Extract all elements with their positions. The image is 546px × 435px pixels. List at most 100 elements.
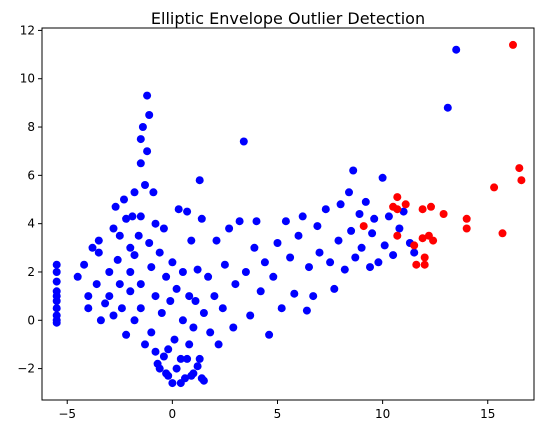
inlier-point-135 — [374, 258, 383, 267]
inlier-point-34 — [126, 287, 135, 296]
inlier-point-140 — [395, 224, 404, 233]
inlier-point-100 — [246, 311, 255, 320]
inlier-point-112 — [294, 231, 303, 240]
inlier-point-84 — [197, 214, 206, 223]
inlier-point-51 — [145, 239, 154, 247]
inlier-point-41 — [136, 159, 145, 168]
inlier-point-19 — [101, 299, 110, 308]
inlier-point-37 — [130, 316, 139, 325]
inlier-point-123 — [336, 200, 345, 209]
inlier-point-91 — [214, 340, 223, 349]
inlier-point-106 — [269, 272, 278, 281]
inlier-point-13 — [84, 304, 93, 313]
inlier-point-109 — [281, 217, 290, 226]
inlier-point-23 — [109, 311, 118, 320]
inlier-point-97 — [235, 217, 244, 226]
inlier-point-125 — [345, 188, 353, 197]
inlier-point-14 — [88, 243, 97, 252]
outlier-point-5 — [401, 200, 410, 209]
inlier-point-43 — [136, 280, 145, 289]
inlier-point-38 — [130, 251, 139, 260]
x-axis: −5 0 5 10 15 — [58, 400, 495, 421]
inlier-point-17 — [94, 236, 103, 245]
inlier-point-90 — [212, 236, 221, 245]
inlier-point-143 — [410, 248, 419, 257]
plot-frame — [41, 27, 535, 401]
outlier-point-19 — [498, 229, 507, 238]
x-tick-label: 0 — [169, 407, 177, 421]
y-tick-label: 6 — [27, 168, 35, 182]
inlier-point-11 — [80, 260, 89, 269]
inlier-point-35 — [128, 212, 137, 221]
inlier-point-144 — [443, 103, 452, 112]
inlier-point-96 — [231, 280, 240, 289]
inlier-point-131 — [361, 197, 370, 206]
inlier-point-139 — [389, 251, 398, 260]
outlier-point-13 — [427, 202, 435, 211]
inlier-point-124 — [340, 265, 349, 274]
inlier-point-108 — [277, 304, 286, 313]
inlier-point-60 — [159, 224, 168, 233]
inlier-point-151 — [187, 371, 196, 380]
inlier-point-20 — [105, 268, 114, 276]
inlier-point-21 — [105, 292, 114, 301]
inlier-point-83 — [195, 354, 204, 363]
inlier-point-82 — [195, 176, 204, 185]
inlier-point-105 — [265, 330, 274, 339]
inlier-point-32 — [126, 243, 135, 252]
inlier-point-36 — [130, 188, 139, 197]
outlier-point-18 — [490, 183, 499, 192]
inlier-point-50 — [145, 111, 154, 119]
outlier-point-20 — [509, 40, 517, 49]
inlier-point-130 — [357, 243, 366, 252]
inlier-point-94 — [225, 224, 234, 233]
inlier-point-87 — [204, 272, 213, 281]
inlier-point-93 — [220, 260, 229, 269]
inlier-point-59 — [157, 309, 166, 317]
y-axis: −2 0 2 4 6 8 10 12 — [17, 23, 42, 376]
inlier-point-113 — [298, 212, 307, 221]
inlier-point-55 — [151, 292, 160, 301]
inlier-point-22 — [109, 224, 118, 233]
inlier-point-33 — [126, 268, 135, 276]
inlier-point-153 — [197, 374, 206, 383]
inlier-point-70 — [176, 354, 185, 363]
inlier-point-154 — [183, 354, 192, 363]
inlier-point-68 — [172, 284, 181, 293]
inlier-point-56 — [151, 219, 160, 228]
inlier-point-66 — [168, 379, 177, 388]
inlier-point-110 — [286, 253, 295, 262]
inlier-point-29 — [120, 195, 128, 204]
inlier-point-116 — [309, 292, 318, 301]
inlier-point-45 — [138, 123, 147, 131]
inlier-point-102 — [252, 217, 261, 226]
outlier-point-6 — [410, 241, 419, 250]
inlier-point-133 — [368, 229, 377, 238]
outlier-point-7 — [412, 260, 421, 269]
outlier-point-16 — [462, 214, 471, 223]
outlier-point-0 — [359, 222, 368, 231]
inlier-point-127 — [349, 166, 358, 175]
inlier-point-88 — [206, 328, 215, 337]
inlier-point-44 — [136, 304, 145, 313]
inlier-point-132 — [366, 263, 374, 272]
outlier-point-15 — [439, 210, 448, 218]
x-tick-label: 5 — [274, 407, 282, 421]
inlier-point-77 — [187, 236, 196, 245]
inlier-point-42 — [136, 212, 145, 221]
x-tick-label: 15 — [480, 407, 495, 421]
inlier-point-138 — [384, 212, 393, 221]
inlier-point-8 — [52, 292, 61, 301]
inlier-point-24 — [111, 202, 120, 211]
y-tick-label: 2 — [27, 265, 35, 279]
inlier-point-103 — [256, 287, 265, 296]
inlier-point-150 — [176, 379, 185, 388]
inlier-point-92 — [218, 304, 227, 313]
inlier-point-146 — [155, 364, 164, 373]
y-tick-label: 10 — [20, 72, 35, 86]
inlier-point-141 — [399, 207, 408, 216]
inlier-point-145 — [452, 45, 461, 54]
inlier-point-64 — [166, 297, 175, 305]
inlier-point-126 — [347, 226, 356, 235]
inlier-point-47 — [141, 340, 149, 349]
